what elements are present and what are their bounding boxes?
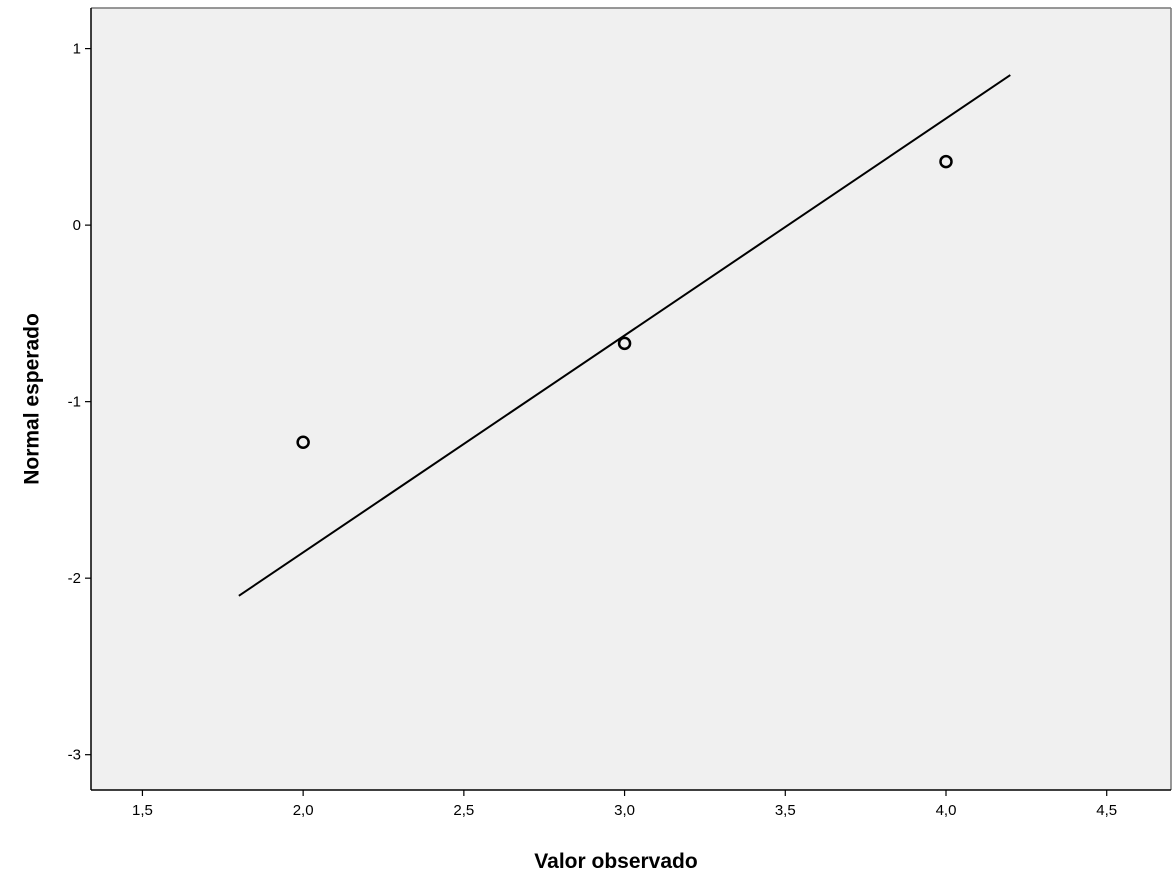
x-tick-label: 3,5 (775, 802, 796, 819)
x-axis-title: Valor observado (534, 850, 697, 873)
y-tick-label: -3 (68, 747, 81, 764)
x-axis: 1,5 2,0 2,5 3,0 3,5 4,0 4,5 (132, 790, 1117, 819)
x-tick-label: 1,5 (132, 802, 153, 819)
x-tick-label: 4,5 (1096, 802, 1117, 819)
y-tick-label: 1 (73, 41, 81, 58)
x-tick-label: 2,0 (293, 802, 314, 819)
y-tick-label: 0 (73, 217, 81, 234)
x-tick-label: 4,0 (936, 802, 957, 819)
x-tick-label: 3,0 (614, 802, 635, 819)
plot-area (91, 8, 1171, 790)
y-axis-title: Normal esperado (20, 313, 43, 485)
y-tick-label: -1 (68, 394, 81, 411)
y-axis: 1 0 -1 -2 -3 (68, 41, 91, 764)
y-tick-label: -2 (68, 570, 81, 587)
x-tick-label: 2,5 (453, 802, 474, 819)
